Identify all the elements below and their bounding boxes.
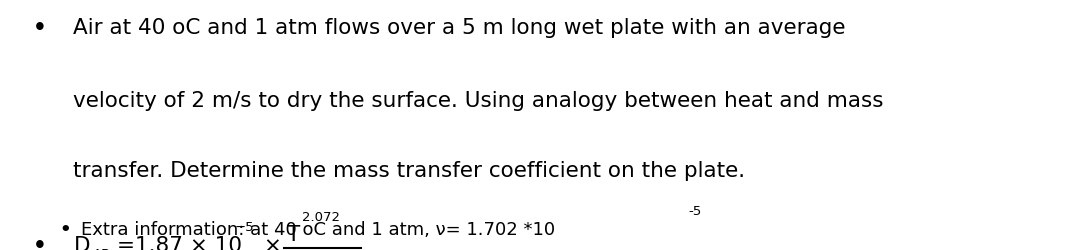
Text: 2.072: 2.072 xyxy=(302,211,340,224)
Text: Extra information: at 40 oC and 1 atm, ν= 1.702 *10: Extra information: at 40 oC and 1 atm, ν… xyxy=(81,221,555,239)
Text: =1.87 × 10: =1.87 × 10 xyxy=(117,236,242,250)
Text: •: • xyxy=(32,236,46,250)
Text: •: • xyxy=(32,18,46,38)
Text: AB: AB xyxy=(93,248,111,250)
Text: Air at 40 oC and 1 atm flows over a 5 m long wet plate with an average: Air at 40 oC and 1 atm flows over a 5 m … xyxy=(73,18,846,38)
Text: velocity of 2 m/s to dry the surface. Using analogy between heat and mass: velocity of 2 m/s to dry the surface. Us… xyxy=(73,91,883,111)
Text: transfer. Determine the mass transfer coefficient on the plate.: transfer. Determine the mass transfer co… xyxy=(73,161,745,181)
Text: D: D xyxy=(73,236,90,250)
Text: -5: -5 xyxy=(688,205,701,218)
Text: ×: × xyxy=(257,236,288,250)
Text: −5: −5 xyxy=(234,221,254,234)
Text: T: T xyxy=(287,225,300,245)
Text: •: • xyxy=(59,221,71,239)
